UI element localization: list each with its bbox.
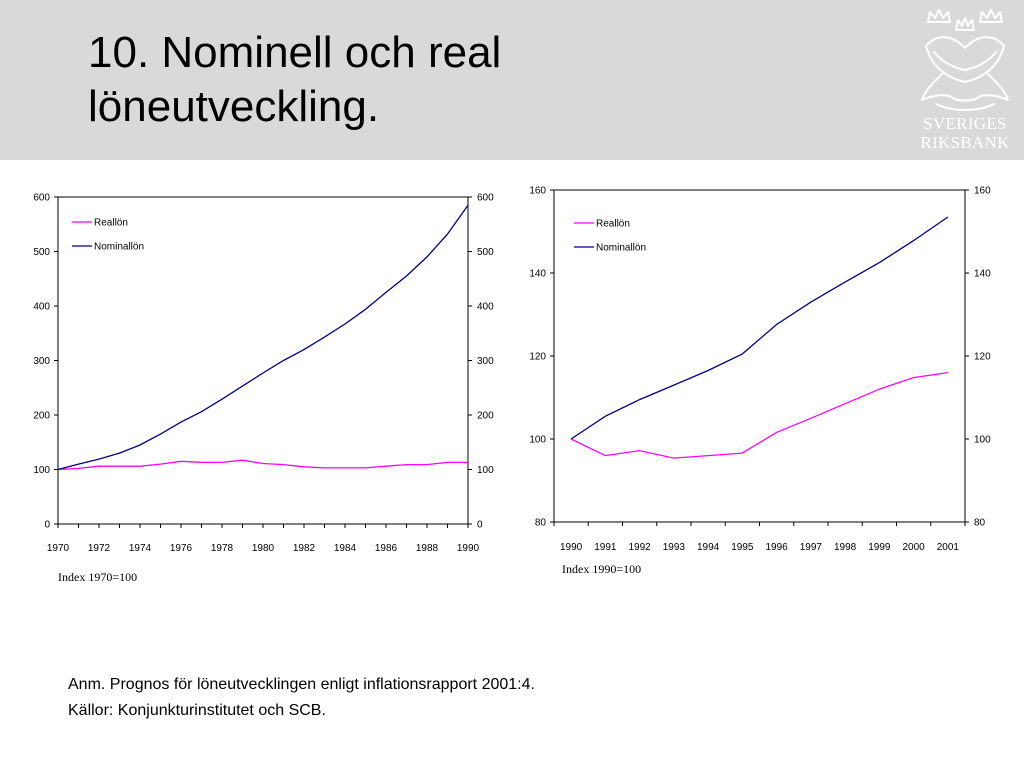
legend-label-nominallon: Nominallön — [596, 243, 646, 254]
x-tick-label: 1978 — [211, 543, 234, 554]
y-tick-label-right: 120 — [974, 352, 991, 363]
y-tick-label: 120 — [529, 352, 546, 363]
y-tick-label: 200 — [33, 411, 50, 422]
y-tick-label: 80 — [535, 518, 547, 529]
y-tick-label-right: 500 — [477, 247, 494, 258]
series-line-reallon — [570, 371, 948, 459]
series-line-nominallon — [570, 216, 949, 440]
x-tick-label: 2001 — [937, 542, 960, 553]
x-tick-label: 1991 — [594, 542, 617, 553]
x-tick-label: 1986 — [375, 543, 398, 554]
plot-frame — [553, 189, 966, 523]
x-tick-label: 1972 — [88, 543, 111, 554]
x-tick-label: 1992 — [629, 542, 652, 553]
logo-text-sveriges: SVERIGES — [923, 114, 1007, 133]
y-tick-label: 0 — [44, 520, 50, 531]
x-tick-label: 2000 — [903, 542, 926, 553]
index-note-1990: Index 1990=100 — [562, 562, 642, 576]
y-tick-label-right: 140 — [974, 269, 991, 280]
x-tick-label: 1980 — [252, 543, 275, 554]
note-prognosis: Anm. Prognos för löneutvecklingen enligt… — [68, 676, 535, 693]
x-tick-label: 1997 — [800, 542, 823, 553]
legend-label-reallon: Reallön — [596, 219, 630, 230]
logo-text-riksbank: RIKSBANK — [920, 133, 1010, 152]
x-tick-label: 1990 — [457, 543, 480, 554]
y-tick-label-right: 0 — [477, 520, 483, 531]
source-notes: Anm. Prognos för löneutvecklingen enligt… — [68, 672, 535, 724]
y-tick-label: 100 — [33, 465, 50, 476]
x-tick-label: 1988 — [416, 543, 439, 554]
y-tick-label-right: 100 — [974, 435, 991, 446]
x-tick-label: 1974 — [129, 543, 152, 554]
legend-label-reallon: Reallön — [94, 218, 128, 229]
y-tick-label-right: 400 — [477, 302, 494, 313]
index-note-1970: Index 1970=100 — [58, 570, 138, 584]
y-tick-label: 300 — [33, 356, 50, 367]
riksbank-logo — [921, 9, 1009, 111]
x-tick-label: 1994 — [697, 542, 720, 553]
y-tick-label-right: 160 — [974, 186, 991, 197]
series-line-reallon — [57, 459, 468, 471]
x-tick-label: 1976 — [170, 543, 193, 554]
slide-title: 10. Nominell och real löneutveckling. — [88, 26, 501, 134]
y-tick-label: 600 — [33, 193, 50, 204]
y-tick-label-right: 80 — [974, 518, 986, 529]
x-tick-label: 1984 — [334, 543, 357, 554]
y-tick-label-right: 100 — [477, 465, 494, 476]
y-tick-label: 160 — [529, 186, 546, 197]
y-tick-label: 100 — [529, 435, 546, 446]
x-tick-label: 1995 — [731, 542, 754, 553]
x-tick-label: 1993 — [663, 542, 686, 553]
y-tick-label: 400 — [33, 302, 50, 313]
x-tick-label: 1996 — [766, 542, 789, 553]
y-tick-label-right: 200 — [477, 411, 494, 422]
y-tick-label-right: 300 — [477, 356, 494, 367]
x-tick-label: 1990 — [560, 542, 583, 553]
x-tick-label: 1970 — [47, 543, 70, 554]
title-line-1: 10. Nominell och real — [88, 28, 502, 77]
x-tick-label: 1999 — [868, 542, 891, 553]
slide-header: 10. Nominell och real löneutveckling. — [0, 0, 1024, 160]
y-tick-label-right: 600 — [477, 193, 494, 204]
y-tick-label: 140 — [529, 269, 546, 280]
title-line-2: löneutveckling. — [88, 82, 380, 131]
x-tick-label: 1998 — [834, 542, 857, 553]
riksbank-wordmark: SVERIGES RIKSBANK — [912, 114, 1018, 152]
legend-label-nominallon: Nominallön — [94, 242, 144, 253]
series-line-nominallon — [57, 204, 469, 471]
note-sources: Källor: Konjunkturinstitutet och SCB. — [68, 702, 326, 719]
y-tick-label: 500 — [33, 247, 50, 258]
x-tick-label: 1982 — [293, 543, 316, 554]
